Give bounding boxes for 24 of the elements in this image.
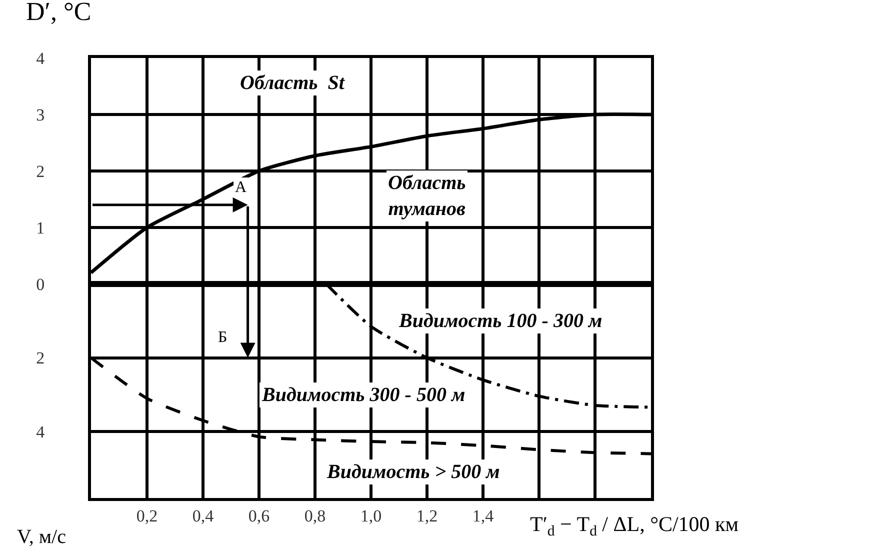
y-tick-label: 4 [36, 422, 46, 442]
annotation: Видимость > 500 м [326, 461, 500, 483]
x-tick-label: 0,2 [136, 506, 158, 526]
x-tick-label: 0,4 [192, 506, 214, 526]
x-axis-title: T′$_{d}$ − T$_{d}$ / ΔL, °C/100 км [530, 512, 739, 540]
x-tick-label: 0,6 [248, 506, 270, 526]
y-tick-label: 3 [36, 105, 45, 124]
annotation: А [235, 179, 247, 196]
annotation: Видимость 300 - 500 м [261, 384, 466, 406]
x-tick-label: 1,2 [416, 506, 438, 526]
y-tick-label: 2 [36, 348, 45, 368]
x-tick-label: 0,8 [304, 506, 326, 526]
y-axis-title: D′, °C [26, 0, 92, 26]
x-tick-label: 1,4 [472, 506, 494, 526]
y-tick-label: 4 [36, 48, 46, 68]
x-tick-label: 1,0 [360, 506, 382, 526]
annotation: Б [218, 329, 228, 346]
y-tick-label: 2 [36, 162, 45, 181]
annotation: Видимость 100 - 300 м [398, 310, 602, 332]
y-axis-title: V, м/с [17, 526, 66, 548]
annotation: Область St [240, 72, 346, 94]
annotation: Область туманов [388, 172, 466, 220]
y-tick-label: 0 [36, 274, 45, 294]
y-tick-label: 1 [36, 218, 45, 238]
